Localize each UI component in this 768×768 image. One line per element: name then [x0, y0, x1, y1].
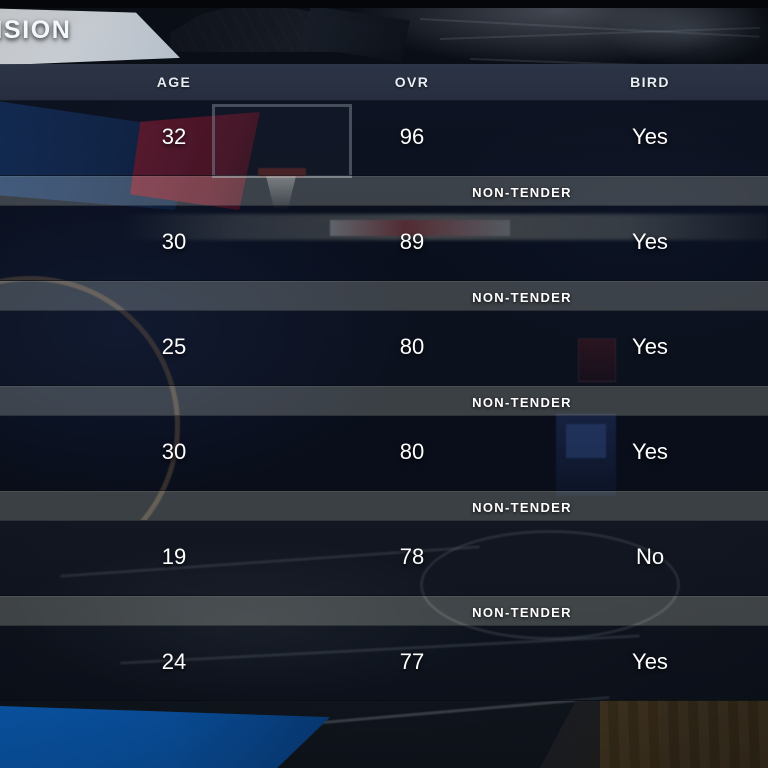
roster-table-body: 32 96 Yes NON-TENDER n 30 89 Yes NON-TEN… — [0, 101, 768, 701]
row-status-bar[interactable]: NON-TENDER — [0, 596, 768, 626]
cell-bird: Yes — [632, 334, 668, 359]
row-status-bar[interactable]: NON-TENDER — [0, 386, 768, 416]
status-badge: NON-TENDER — [472, 185, 572, 200]
bottom-fade-overlay — [0, 721, 768, 768]
table-row[interactable]: 32 96 Yes — [0, 101, 768, 176]
column-header-bird: BIRD — [630, 74, 670, 90]
status-badge: NON-TENDER — [472, 500, 572, 515]
cell-age: 24 — [161, 649, 187, 674]
table-row[interactable]: ms 25 80 Yes — [0, 311, 768, 386]
cell-age: 30 — [161, 439, 187, 464]
row-status-bar[interactable]: NON-TENDER — [0, 176, 768, 206]
page-title: ENSION — [0, 16, 72, 44]
status-badge: NON-TENDER — [472, 290, 572, 305]
cell-bird: No — [635, 544, 665, 569]
cell-bird: Yes — [632, 229, 668, 254]
cell-ovr: 78 — [399, 544, 425, 569]
table-column-header: AGE OVR BIRD — [0, 64, 768, 101]
row-status-bar[interactable]: NON-TENDER — [0, 491, 768, 521]
cell-age: 30 — [161, 229, 187, 254]
cell-bird: Yes — [632, 649, 668, 674]
cell-ovr: 80 — [399, 334, 425, 359]
table-row[interactable]: n 30 89 Yes — [0, 206, 768, 281]
table-row[interactable]: 24 77 Yes — [0, 626, 768, 701]
cell-age: 25 — [161, 334, 187, 359]
table-row[interactable]: en 30 80 Yes — [0, 416, 768, 491]
cell-bird: Yes — [632, 439, 668, 464]
row-status-bar[interactable]: NON-TENDER — [0, 281, 768, 311]
cell-ovr: 96 — [399, 124, 425, 149]
cell-age: 19 — [161, 544, 187, 569]
status-badge: NON-TENDER — [472, 395, 572, 410]
cell-bird: Yes — [632, 124, 668, 149]
column-header-ovr: OVR — [394, 74, 430, 90]
top-letterbox — [0, 0, 768, 8]
table-row[interactable]: an 19 78 No — [0, 521, 768, 596]
column-header-age: AGE — [156, 74, 192, 90]
cell-ovr: 89 — [399, 229, 425, 254]
cell-ovr: 77 — [399, 649, 425, 674]
status-badge: NON-TENDER — [472, 605, 572, 620]
cell-age: 32 — [161, 124, 187, 149]
cell-ovr: 80 — [399, 439, 425, 464]
